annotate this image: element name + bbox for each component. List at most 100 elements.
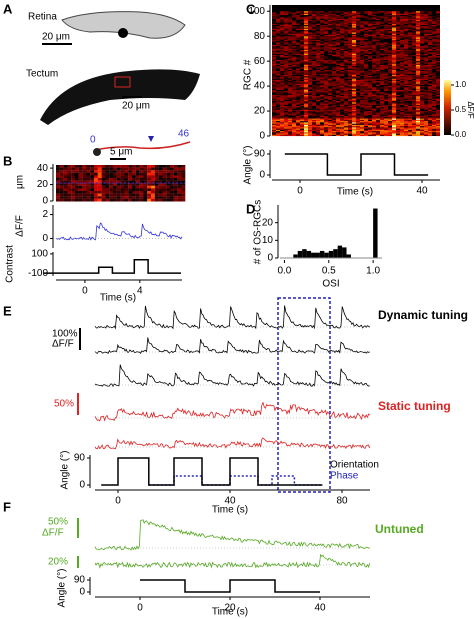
heatmap-cell: [328, 83, 332, 85]
heatmap-cell: [344, 108, 348, 110]
heatmap-cell: [388, 68, 392, 70]
heatmap-cell: [300, 41, 304, 43]
heatmap-cell: [166, 178, 171, 181]
heatmap-cell: [396, 114, 400, 117]
heatmap-cell: [177, 165, 182, 168]
heatmap-cell: [324, 131, 328, 133]
heatmap-cell: [312, 93, 316, 95]
heatmap-cell: [308, 96, 312, 98]
heatmap-cell: [139, 170, 144, 173]
heatmap-cell: [388, 99, 392, 102]
heatmap-cell: [376, 78, 380, 80]
heatmap-cell: [320, 57, 324, 59]
heatmap-cell: [300, 108, 304, 110]
heatmap-cell: [408, 34, 412, 37]
heatmap-cell: [360, 23, 364, 26]
heatmap-cell: [300, 44, 304, 47]
heatmap-cell: [372, 131, 376, 133]
heatmap-cell: [388, 131, 392, 133]
heatmap-cell: [404, 82, 408, 84]
heatmap-cell: [436, 37, 440, 39]
heatmap-cell: [320, 32, 324, 34]
heatmap-cell: [162, 175, 167, 179]
heatmap-cell: [312, 97, 316, 99]
heatmap-cell: [376, 56, 380, 58]
heatmap-cell: [120, 193, 125, 197]
heatmap-cell: [352, 63, 356, 65]
heatmap-cell: [396, 47, 400, 49]
heatmap-cell: [158, 178, 163, 181]
heatmap-cell: [300, 17, 304, 19]
heatmap-cell: [416, 128, 420, 130]
heatmap-cell: [380, 59, 384, 62]
heatmap-cell: [404, 87, 408, 89]
heatmap-cell: [396, 28, 400, 31]
heatmap-cell: [340, 96, 344, 98]
heatmap-cell: [284, 36, 288, 38]
heatmap-cell: [416, 36, 420, 38]
heatmap-cell: [416, 31, 420, 33]
heatmap-cell: [308, 94, 312, 97]
heatmap-cell: [420, 102, 424, 104]
heatmap-cell: [368, 82, 372, 84]
heatmap-cell: [388, 14, 392, 17]
heatmap-cell: [284, 17, 288, 19]
heatmap-cell: [424, 82, 428, 84]
heatmap-cell: [404, 103, 408, 105]
heatmap-cell: [384, 128, 388, 130]
heatmap-cell: [280, 43, 284, 45]
heatmap-cell: [356, 12, 360, 14]
heatmap-cell: [300, 104, 304, 107]
heatmap-cell: [300, 38, 304, 40]
heatmap-cell: [340, 51, 344, 53]
heatmap-cell: [420, 57, 424, 59]
heatmap-cell: [312, 47, 316, 49]
heatmap-cell: [428, 131, 432, 133]
heatmap-cell: [272, 12, 276, 14]
heatmap-cell: [304, 133, 308, 135]
heatmap-cell: [420, 19, 424, 22]
y-tick-label: 0: [267, 253, 273, 264]
heatmap-cell: [82, 180, 87, 184]
axis-label: # of OS-RGCs: [253, 200, 264, 264]
heatmap-cell: [139, 172, 144, 176]
heatmap-cell: [420, 86, 424, 88]
heatmap-cell: [63, 178, 68, 181]
heatmap-cell: [105, 188, 110, 192]
heatmap-cell: [340, 56, 344, 58]
heatmap-cell: [292, 14, 296, 17]
heatmap-cell: [284, 117, 288, 119]
heatmap-cell: [97, 188, 102, 192]
trace: [94, 437, 371, 450]
heatmap-cell: [352, 81, 356, 83]
heatmap-cell: [400, 121, 404, 123]
heatmap-cell: [328, 123, 332, 125]
heatmap-cell: [128, 167, 133, 171]
heatmap-cell: [316, 52, 320, 54]
heatmap-cell: [400, 91, 404, 93]
heatmap-cell: [147, 198, 152, 202]
heatmap-cell: [272, 81, 276, 83]
heatmap-cell: [360, 56, 364, 58]
heatmap-cell: [296, 63, 300, 65]
heatmap-cell: [284, 132, 288, 134]
heatmap-cell: [356, 18, 360, 21]
heatmap-cell: [276, 116, 280, 118]
heatmap-cell: [424, 59, 428, 62]
heatmap-cell: [340, 59, 344, 62]
heatmap-cell: [320, 131, 324, 133]
heatmap-cell: [412, 111, 416, 113]
heatmap-cell: [292, 58, 296, 60]
heatmap-cell: [90, 193, 95, 197]
heatmap-cell: [416, 119, 420, 122]
heatmap-cell: [308, 38, 312, 40]
heatmap-cell: [320, 88, 324, 90]
heatmap-cell: [308, 49, 312, 52]
heatmap-cell: [300, 18, 304, 21]
heatmap-cell: [151, 185, 155, 189]
heatmap-cell: [292, 41, 296, 43]
heatmap-cell: [288, 129, 292, 132]
heatmap-cell: [300, 61, 304, 63]
heatmap-cell: [296, 64, 300, 67]
heatmap-cell: [328, 107, 332, 109]
